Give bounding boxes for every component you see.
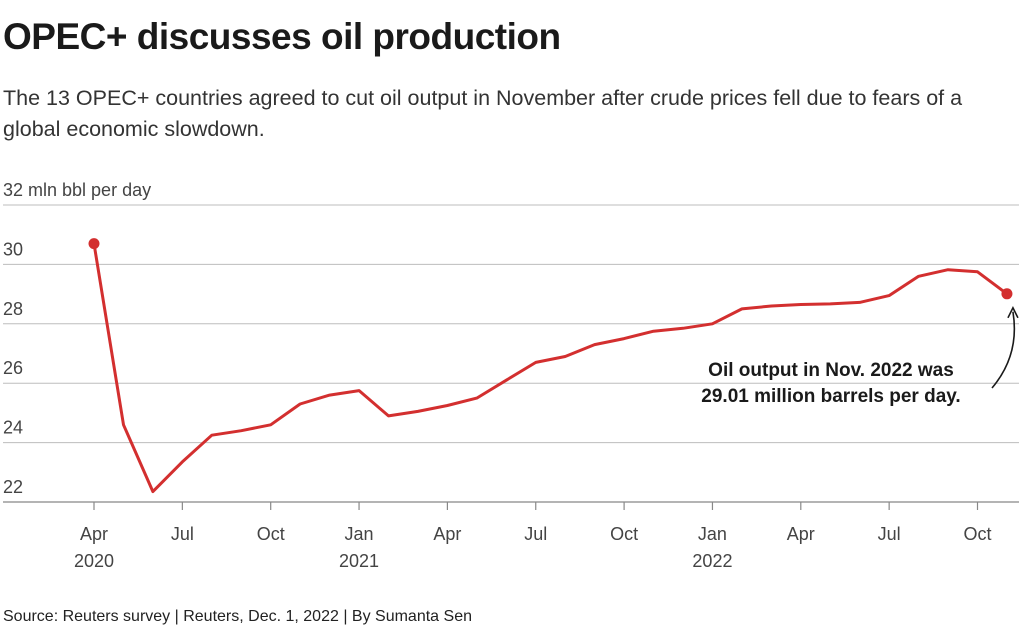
x-tick-label: Jul (171, 524, 194, 544)
x-tick-label: Oct (610, 524, 638, 544)
source-note: Source: Reuters survey | Reuters, Dec. 1… (3, 608, 472, 625)
y-axis-tick-labels: 22 24 26 28 30 32 mln bbl per day (3, 180, 151, 497)
y-tick-label: 28 (3, 299, 23, 319)
line-chart: 22 24 26 28 30 32 mln bbl per day Apr 2020 Jul O… (3, 180, 1019, 571)
y-tick-label: 22 (3, 477, 23, 497)
y-tick-label: 24 (3, 418, 23, 438)
series-line (92, 242, 1009, 494)
x-tick-label: Apr (80, 524, 108, 544)
y-tick-label: 26 (3, 358, 23, 378)
x-tick-label: Apr (787, 524, 815, 544)
annotation: Oil output in Nov. 2022 was 29.01 million… (701, 306, 1019, 407)
data-point-2022-11 (1001, 288, 1013, 300)
x-tick-label: Jul (524, 524, 547, 544)
x-tick-label: Oct (963, 524, 991, 544)
x-tick-label: Oct (257, 524, 285, 544)
x-tick-year-label: 2022 (692, 551, 732, 571)
x-axis: Apr 2020 Jul Oct Jan 2021 Apr Jul Oct Jan 2022 Apr J… (74, 502, 992, 571)
chart-subtitle: The 13 OPEC+ countries agreed to cut oil… (3, 86, 963, 141)
x-tick-year-label: 2021 (339, 551, 379, 571)
chart-title: OPEC+ discusses oil production (3, 16, 561, 57)
annotation-line-2: 29.01 million barrels per day. (701, 386, 960, 407)
y-tick-label: 30 (3, 239, 23, 259)
data-point-2020-04 (88, 238, 100, 250)
annotation-arrow (991, 311, 1016, 389)
y-tick-label: 32 mln bbl per day (3, 180, 151, 200)
annotation-line-1: Oil output in Nov. 2022 was (708, 360, 954, 381)
gridlines (3, 204, 1019, 503)
x-tick-label: Apr (433, 524, 461, 544)
x-tick-label: Jan (698, 524, 727, 544)
x-tick-year-label: 2020 (74, 551, 114, 571)
annotation-arrowhead (1007, 306, 1019, 319)
x-tick-label: Jul (878, 524, 901, 544)
highlighted-points (88, 238, 1013, 300)
x-tick-label: Jan (345, 524, 374, 544)
